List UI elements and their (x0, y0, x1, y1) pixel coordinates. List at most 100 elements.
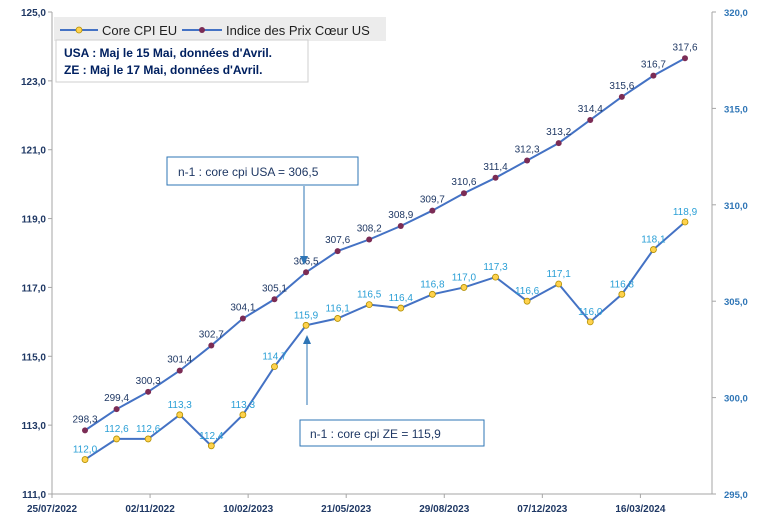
data-label-core-us: 307,6 (325, 235, 350, 246)
callout-ze-box (299, 419, 485, 447)
data-label-core-cpi-eu: 116,5 (357, 290, 382, 301)
point-core-us (303, 269, 310, 276)
legend-label-eu: Core CPI EU (102, 23, 177, 38)
y-left-tick-label: 119,0 (22, 215, 47, 226)
point-core-cpi-eu (586, 318, 594, 326)
point-core-cpi-eu (81, 456, 89, 463)
data-label-core-cpi-eu: 112,6 (104, 424, 129, 435)
point-core-cpi-eu (144, 435, 152, 443)
data-label-core-cpi-eu: 117,3 (483, 262, 508, 273)
callout-usa: n-1 : core cpi USA = 306,5 (166, 156, 359, 265)
series-line-core-cpi-eu (84, 221, 686, 461)
legend-marker-us (199, 27, 205, 33)
point-core-cpi-eu (492, 273, 499, 281)
data-label-core-cpi-eu: 118,1 (641, 235, 666, 246)
data-label-core-cpi-eu: 116,6 (515, 286, 540, 297)
note-usa: USA : Maj le 15 Mai, données d'Avril. (64, 46, 272, 60)
y-left-tick-label: 111,0 (22, 490, 46, 501)
point-core-us (555, 140, 562, 147)
legend-marker-eu (75, 26, 83, 34)
data-label-core-us: 305,1 (262, 283, 287, 294)
point-core-cpi-eu (271, 363, 278, 371)
x-tick-label: 02/11/2022 (125, 504, 175, 515)
point-core-us (145, 388, 152, 395)
callout-ze: n-1 : core cpi ZE = 115,9 (299, 335, 485, 447)
data-label-core-cpi-eu: 118,9 (673, 207, 698, 218)
data-label-core-us: 300,3 (136, 376, 161, 387)
legend: Core CPI EU Indice des Prix Cœur US (54, 17, 386, 41)
point-core-us (682, 55, 688, 62)
data-label-core-us: 311,4 (483, 162, 508, 173)
update-notes: USA : Maj le 15 Mai, données d'Avril. ZE… (55, 39, 309, 83)
x-tick-label: 25/07/2022 (27, 504, 77, 515)
notes-box (55, 39, 309, 83)
point-core-cpi-eu (239, 411, 247, 419)
point-core-us (271, 296, 278, 303)
point-core-us (208, 342, 215, 349)
point-core-us (650, 72, 657, 79)
y-right-tick-label: 315,0 (724, 104, 748, 115)
point-core-us (618, 93, 625, 100)
data-label-core-us: 302,7 (199, 330, 224, 341)
point-core-cpi-eu (618, 290, 626, 298)
data-label-core-cpi-eu: 113,3 (168, 400, 193, 411)
y-left-tick-label: 121,0 (21, 146, 46, 157)
callout-usa-box (166, 156, 359, 186)
data-label-core-us: 308,2 (357, 224, 382, 235)
y-left-tick-label: 117,0 (22, 283, 47, 294)
point-core-cpi-eu (207, 442, 215, 450)
series-line-core-us (84, 57, 686, 432)
point-core-cpi-eu (176, 411, 184, 419)
data-label-core-cpi-eu: 112,6 (136, 424, 161, 435)
x-tick-label: 07/12/2023 (517, 504, 567, 515)
x-tick-label: 16/03/2024 (615, 504, 665, 515)
data-label-core-us: 310,6 (451, 177, 476, 188)
point-core-cpi-eu (523, 297, 531, 305)
data-label-core-us: 309,7 (420, 195, 445, 206)
point-core-cpi-eu (334, 315, 342, 322)
point-core-cpi-eu (650, 246, 657, 253)
note-ze: ZE : Maj le 17 Mai, données d'Avril. (64, 63, 262, 77)
data-label-core-cpi-eu: 114,7 (262, 352, 287, 363)
point-core-us (429, 207, 436, 214)
data-label-core-us: 304,1 (230, 303, 255, 314)
data-label-core-us: 306,5 (294, 256, 319, 267)
labels-layer: 112,0 112,6 112,6 113,3 112,4 113,3 114,7 115,9… (72, 42, 697, 455)
point-core-cpi-eu (681, 218, 689, 226)
point-core-cpi-eu (365, 301, 373, 309)
point-core-cpi-eu (397, 304, 405, 312)
data-label-core-us: 316,7 (641, 60, 666, 71)
data-label-core-cpi-eu: 116,1 (325, 303, 350, 314)
point-core-us (239, 315, 246, 322)
y-left-tick-label: 125,0 (21, 8, 46, 19)
data-label-core-cpi-eu: 117,1 (547, 269, 572, 280)
y-right-tick-label: 305,0 (724, 297, 748, 308)
y-left-tick-label: 115,0 (22, 352, 47, 363)
legend-label-us: Indice des Prix Cœur US (226, 23, 370, 38)
point-core-cpi-eu (555, 280, 563, 288)
data-label-core-cpi-eu: 112,4 (199, 431, 224, 442)
data-label-core-us: 301,4 (167, 355, 192, 366)
series-layer (81, 55, 689, 463)
data-label-core-cpi-eu: 115,9 (294, 310, 319, 321)
callout-ze-arrowhead (303, 335, 311, 344)
axes-layer: 111,0 113,0 115,0 117,0 119,0 121,0 123,0 125,0… (21, 8, 748, 515)
point-core-us (460, 190, 467, 197)
data-label-core-us: 314,4 (578, 104, 603, 115)
x-tick-label: 21/05/2023 (321, 504, 371, 515)
data-label-core-us: 299,4 (104, 393, 129, 404)
callout-ze-text: n-1 : core cpi ZE = 115,9 (310, 427, 441, 441)
data-label-core-cpi-eu: 116,0 (578, 307, 603, 318)
point-core-us (492, 174, 499, 181)
y-right-tick-label: 300,0 (724, 394, 748, 405)
data-label-core-us: 315,6 (609, 81, 634, 92)
callout-usa-arrowhead (300, 256, 308, 265)
point-core-us (334, 248, 341, 255)
point-core-us (113, 406, 120, 413)
data-label-core-cpi-eu: 113,3 (231, 400, 256, 411)
x-tick-label: 29/08/2023 (419, 504, 469, 515)
point-core-cpi-eu (113, 435, 120, 443)
data-label-core-us: 313,2 (546, 127, 571, 138)
y-right-tick-label: 310,0 (724, 201, 748, 212)
data-label-core-cpi-eu: 117,0 (452, 272, 477, 283)
